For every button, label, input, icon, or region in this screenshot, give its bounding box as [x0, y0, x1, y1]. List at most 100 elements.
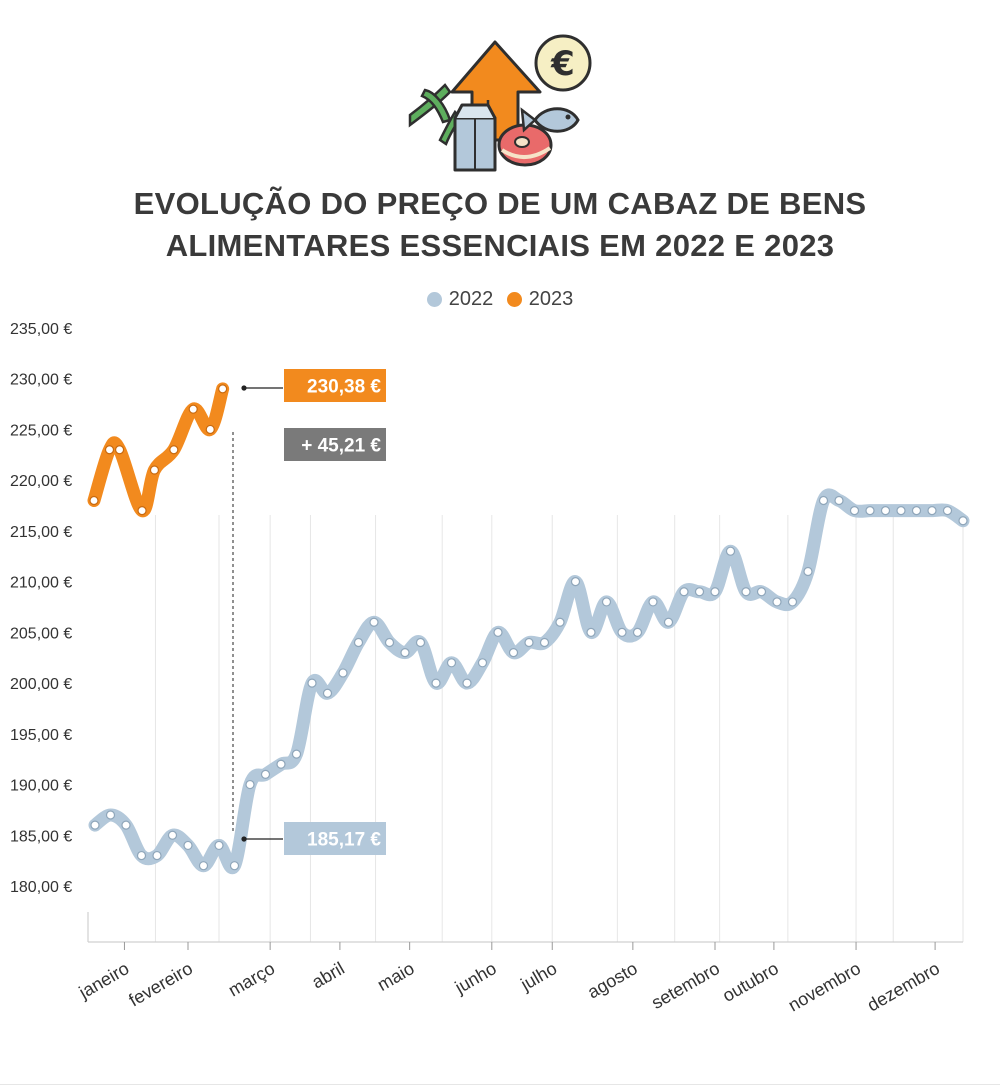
chart-legend: 2022 2023 — [0, 288, 1000, 313]
data-point-2022[interactable] — [493, 627, 503, 637]
y-tick-label: 185,00 € — [10, 828, 72, 845]
difference-label-box — [284, 428, 386, 461]
data-point-2023[interactable] — [104, 445, 115, 455]
data-point-2022[interactable] — [787, 597, 798, 607]
data-point-2022[interactable] — [880, 506, 891, 516]
data-point-2022[interactable] — [756, 587, 767, 597]
data-point-2022[interactable] — [539, 637, 550, 648]
data-point-2023[interactable] — [149, 465, 160, 475]
data-point-2023[interactable] — [205, 424, 215, 435]
y-tick-label: 195,00 € — [10, 727, 72, 744]
leader-dot-2022 — [241, 836, 247, 842]
data-point-2022[interactable] — [648, 597, 658, 607]
data-point-2022[interactable] — [90, 820, 100, 830]
data-point-2022[interactable] — [431, 678, 441, 688]
data-point-2023[interactable] — [114, 445, 125, 455]
data-point-2022[interactable] — [245, 779, 255, 790]
y-tick-label: 180,00 € — [10, 879, 72, 896]
data-point-2022[interactable] — [601, 597, 612, 607]
value-label-2023-box — [284, 369, 386, 402]
x-tick-label: junho — [451, 958, 500, 998]
legend-label-2023: 2023 — [528, 288, 574, 310]
data-point-2022[interactable] — [942, 506, 953, 516]
data-point-2022[interactable] — [818, 495, 829, 506]
value-label-2023-text: 230,38 € — [307, 377, 381, 398]
data-point-2022[interactable] — [865, 506, 875, 516]
data-point-2022[interactable] — [710, 587, 720, 597]
data-point-2022[interactable] — [276, 759, 286, 769]
chart-title-line-2: ALIMENTARES ESSENCIAIS EM 2022 E 2023 — [165, 228, 835, 263]
data-point-2023[interactable] — [89, 495, 99, 506]
x-tick-label: agosto — [584, 958, 641, 1002]
value-label-2022-text: 185,17 € — [307, 830, 381, 851]
data-point-2022[interactable] — [167, 830, 178, 840]
data-point-2022[interactable] — [725, 546, 736, 556]
data-point-2022[interactable] — [400, 648, 410, 658]
y-tick-label: 230,00 € — [10, 372, 72, 389]
data-point-2022[interactable] — [586, 627, 596, 637]
data-point-2022[interactable] — [803, 566, 813, 577]
y-tick-label: 205,00 € — [10, 625, 72, 642]
data-point-2022[interactable] — [105, 810, 116, 820]
data-point-2022[interactable] — [570, 577, 581, 587]
x-tick-label: novembro — [785, 958, 864, 1015]
data-point-2022[interactable] — [772, 597, 782, 607]
data-point-2022[interactable] — [384, 637, 395, 648]
value-label-2022-box — [284, 822, 386, 855]
data-point-2022[interactable] — [198, 861, 209, 871]
data-point-2022[interactable] — [896, 506, 906, 516]
data-point-2022[interactable] — [477, 658, 488, 668]
data-point-2022[interactable] — [508, 648, 519, 658]
data-point-2022[interactable] — [834, 495, 844, 506]
series-line-2022 — [88, 488, 970, 875]
x-tick-label: maio — [374, 958, 418, 995]
y-tick-label: 235,00 € — [10, 321, 72, 338]
data-point-2022[interactable] — [214, 840, 224, 851]
data-point-2022[interactable] — [927, 506, 937, 516]
data-point-2022[interactable] — [322, 688, 333, 698]
data-point-2023[interactable] — [188, 404, 198, 414]
data-point-2022[interactable] — [121, 820, 131, 830]
page-divider — [0, 1084, 1000, 1085]
data-point-2022[interactable] — [663, 617, 674, 627]
data-point-2022[interactable] — [415, 637, 426, 648]
data-point-2022[interactable] — [183, 840, 193, 851]
data-point-2022[interactable] — [849, 506, 860, 516]
legend-item-2023[interactable]: 2023 — [506, 288, 574, 311]
legend-marker-2022 — [426, 292, 442, 307]
data-point-2022[interactable] — [617, 627, 627, 637]
data-point-2022[interactable] — [260, 769, 271, 780]
x-tick-label: março — [225, 958, 278, 1000]
data-point-2022[interactable] — [679, 587, 689, 597]
data-point-2022[interactable] — [632, 627, 643, 637]
data-point-2022[interactable] — [229, 861, 240, 871]
y-tick-label: 225,00 € — [10, 422, 72, 439]
data-point-2023[interactable] — [169, 445, 179, 455]
x-tick-label: dezembro — [864, 958, 943, 1015]
y-tick-label: 220,00 € — [10, 473, 72, 490]
chart-title-line-1: EVOLUÇÃO DO PREÇO DE UM CABAZ DE BENS — [133, 186, 867, 221]
data-point-2022[interactable] — [136, 850, 147, 861]
legend-item-2022[interactable]: 2022 — [426, 288, 493, 311]
data-point-2022[interactable] — [911, 506, 922, 516]
data-point-2022[interactable] — [152, 850, 162, 861]
data-point-2023[interactable] — [218, 384, 228, 394]
data-point-2022[interactable] — [958, 516, 968, 526]
data-point-2022[interactable] — [741, 587, 751, 597]
data-point-2022[interactable] — [291, 749, 302, 759]
data-point-2022[interactable] — [555, 617, 565, 627]
y-tick-label: 215,00 € — [10, 524, 72, 541]
data-point-2022[interactable] — [524, 637, 534, 648]
euro-coin-icon: € — [534, 34, 592, 92]
data-point-2023[interactable] — [137, 506, 147, 516]
data-point-2022[interactable] — [446, 658, 457, 668]
data-point-2022[interactable] — [694, 587, 705, 597]
data-point-2022[interactable] — [369, 617, 379, 627]
milk-carton-icon — [453, 103, 497, 172]
data-point-2022[interactable] — [462, 678, 472, 688]
data-point-2022[interactable] — [307, 678, 317, 688]
data-point-2022[interactable] — [338, 668, 348, 678]
data-point-2022[interactable] — [353, 637, 364, 648]
leader-dot-2023 — [241, 385, 247, 391]
